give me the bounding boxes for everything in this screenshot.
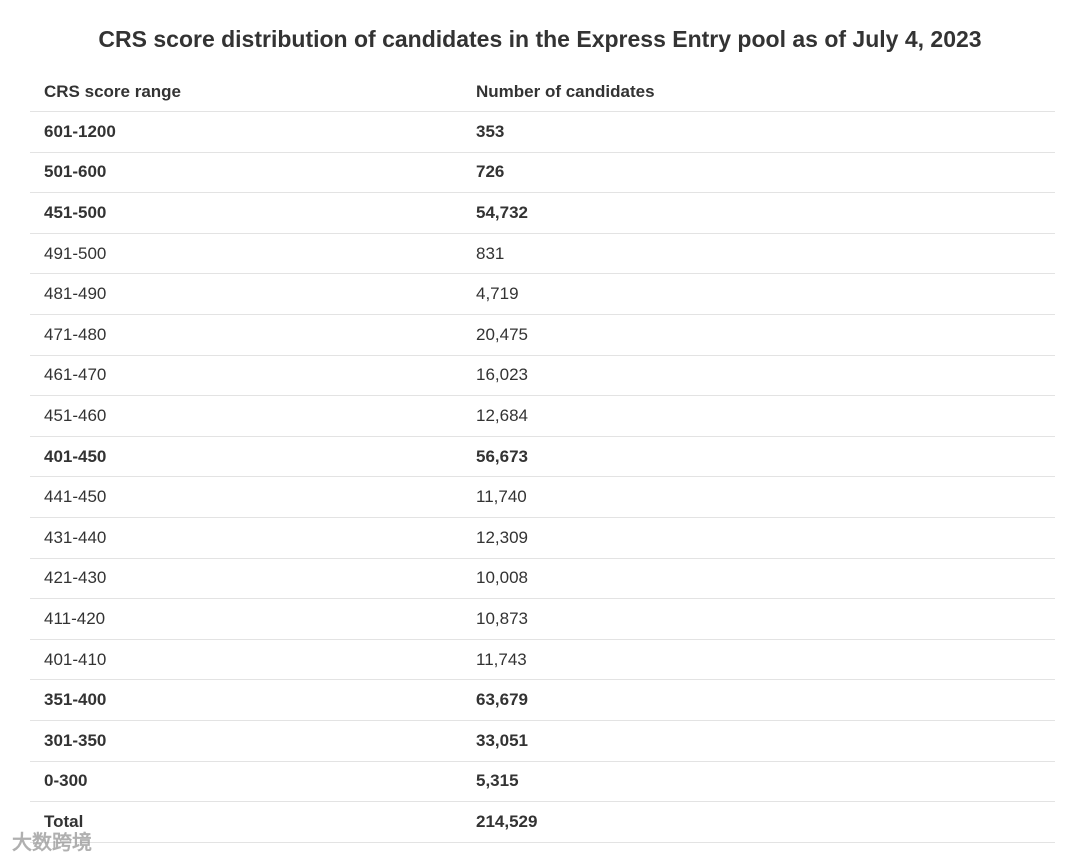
table-cell: 421-430 [44, 568, 107, 588]
table-cell: 5,315 [476, 771, 519, 791]
table-cell: 401-410 [44, 649, 107, 669]
table-cell: 0-300 [44, 771, 88, 791]
table-cell: 451-460 [44, 405, 107, 425]
table-row: 351-400 63,679 [30, 680, 1055, 721]
table-row: 411-420 10,873 [30, 599, 1055, 640]
table-row: 491-500 831 [30, 234, 1055, 275]
table-cell: 441-450 [44, 487, 107, 507]
table-cell: 12,684 [476, 405, 528, 425]
table-row: 451-500 54,732 [30, 193, 1055, 234]
watermark: 大数跨境 [12, 832, 92, 854]
table-cell: 11,740 [476, 487, 527, 507]
table: CRS score range Number of candidates 601-1… [30, 72, 1055, 843]
table-row: 451-460 12,684 [30, 396, 1055, 437]
table-row: Total 214,529 [30, 802, 1055, 843]
table-title: CRS score distribution of candidates in … [98, 26, 982, 52]
table-cell: 431-440 [44, 527, 107, 547]
table-cell: 4,719 [476, 284, 519, 304]
table-row: 421-430 10,008 [30, 559, 1055, 600]
table-cell: Total [44, 811, 84, 831]
table-cell: 471-480 [44, 324, 107, 344]
table-cell: 411-420 [44, 608, 106, 628]
table-row: 471-480 20,475 [30, 315, 1055, 356]
table-cell: 726 [476, 162, 505, 182]
table-cell: 63,679 [476, 690, 528, 710]
table-row: 441-450 11,740 [30, 477, 1055, 518]
table-cell: 501-600 [44, 162, 107, 182]
header-cell: Number of candidates [476, 81, 655, 101]
table-cell: 831 [476, 243, 505, 263]
table-cell: 451-500 [44, 202, 107, 222]
table-cell: 16,023 [476, 365, 528, 385]
table-row: 401-450 56,673 [30, 437, 1055, 478]
table-row: 601-1200 353 [30, 112, 1055, 153]
table-row: 401-410 11,743 [30, 640, 1055, 681]
table-cell: 12,309 [476, 527, 528, 547]
table-row: 301-350 33,051 [30, 721, 1055, 762]
table-row: 481-490 4,719 [30, 274, 1055, 315]
table-row: 431-440 12,309 [30, 518, 1055, 559]
table-cell: 54,732 [476, 202, 528, 222]
table-cell: 461-470 [44, 365, 107, 385]
table-row: 501-600 726 [30, 153, 1055, 194]
table-cell: 56,673 [476, 446, 528, 466]
table-cell: 351-400 [44, 690, 107, 710]
header-cell: CRS score range [44, 81, 181, 101]
table-row: 461-470 16,023 [30, 356, 1055, 397]
header-row: CRS score range Number of candidates [30, 72, 1055, 112]
table-cell: 10,873 [476, 608, 528, 628]
table-cell: 401-450 [44, 446, 107, 466]
table-cell: 481-490 [44, 284, 107, 304]
table-cell: 301-350 [44, 730, 107, 750]
table-cell: 214,529 [476, 811, 538, 831]
table-cell: 33,051 [476, 730, 528, 750]
table-cell: 353 [476, 121, 505, 141]
table-cell: 10,008 [476, 568, 528, 588]
table-cell: 20,475 [476, 324, 528, 344]
table-cell: 11,743 [476, 649, 527, 669]
table-cell: 601-1200 [44, 121, 116, 141]
table-row: 0-300 5,315 [30, 762, 1055, 803]
table-cell: 491-500 [44, 243, 107, 263]
